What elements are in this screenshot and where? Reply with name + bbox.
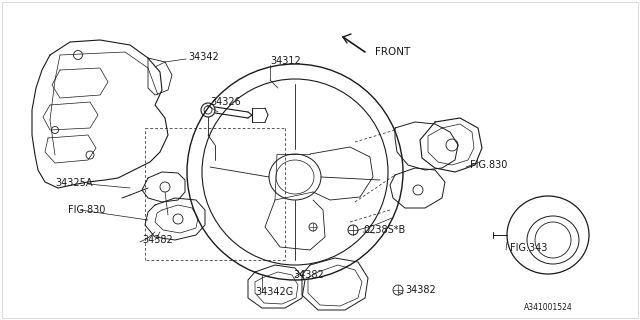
Text: 34325A: 34325A	[55, 178, 93, 188]
Text: 34342G: 34342G	[255, 287, 293, 297]
Text: 34382: 34382	[142, 235, 173, 245]
Text: 34382: 34382	[405, 285, 436, 295]
Text: 34312: 34312	[270, 56, 301, 66]
Text: FIG.343: FIG.343	[510, 243, 547, 253]
Text: 0238S*B: 0238S*B	[363, 225, 405, 235]
Text: FIG.830: FIG.830	[68, 205, 106, 215]
Text: 34342: 34342	[188, 52, 219, 62]
Text: FIG.830: FIG.830	[470, 160, 508, 170]
Text: 34326: 34326	[210, 97, 241, 107]
Text: A341001524: A341001524	[524, 303, 572, 313]
Text: FRONT: FRONT	[375, 47, 410, 57]
Text: 34382: 34382	[293, 270, 324, 280]
